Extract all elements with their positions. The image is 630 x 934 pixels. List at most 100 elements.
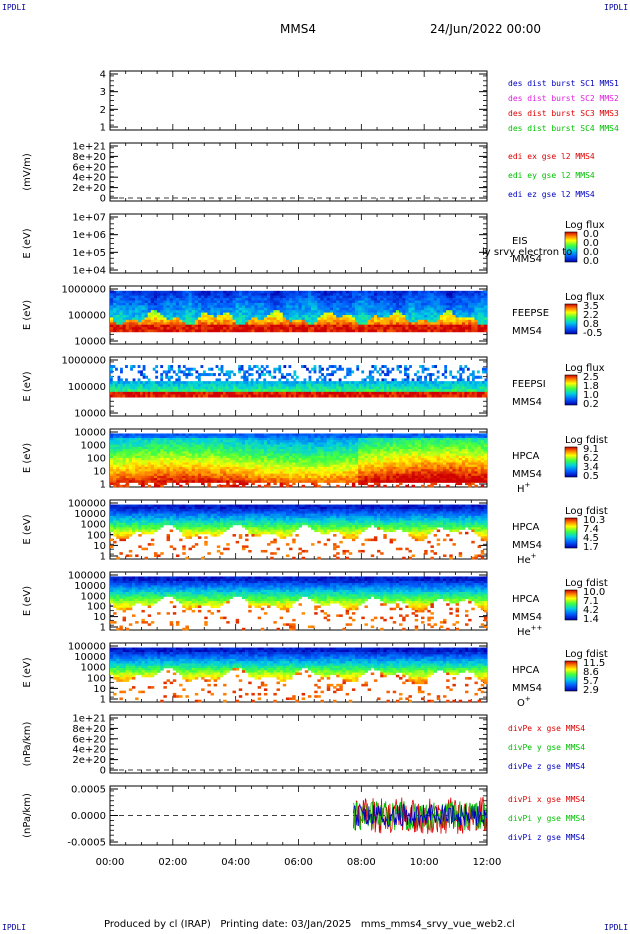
heatmap-cell bbox=[405, 317, 409, 321]
heatmap-cell bbox=[175, 389, 179, 393]
heatmap-cell bbox=[257, 290, 262, 294]
heatmap-cell bbox=[131, 310, 136, 313]
heatmap-cell bbox=[377, 300, 381, 304]
heatmap-cell bbox=[427, 310, 431, 313]
heatmap-cell bbox=[377, 322, 381, 325]
heatmap-cell bbox=[153, 471, 158, 474]
heatmap-cell bbox=[191, 307, 196, 311]
heatmap-cell bbox=[421, 302, 425, 306]
heatmap-cell bbox=[179, 307, 183, 311]
heatmap-cell bbox=[245, 462, 249, 465]
heatmap-cell bbox=[298, 310, 302, 313]
heatmap-cell bbox=[399, 389, 402, 393]
heatmap-cell bbox=[163, 473, 167, 477]
heatmap-cell bbox=[254, 433, 258, 436]
heatmap-cell bbox=[182, 319, 186, 323]
heatmap-cell bbox=[301, 290, 306, 294]
heatmap-cell bbox=[443, 295, 447, 299]
heatmap-cell bbox=[163, 458, 167, 461]
colorbar bbox=[564, 446, 578, 478]
heatmap-cell bbox=[185, 375, 189, 379]
heatmap-cell bbox=[474, 312, 478, 316]
heatmap-cell bbox=[232, 464, 236, 468]
heatmap-cell bbox=[179, 453, 183, 457]
heatmap-cell bbox=[336, 381, 340, 385]
heatmap-cell bbox=[138, 315, 142, 318]
heatmap-cell bbox=[213, 442, 218, 445]
heatmap-cell bbox=[363, 378, 367, 382]
heatmap-cell bbox=[153, 322, 158, 325]
heatmap-cell bbox=[113, 484, 117, 488]
heatmap-cell bbox=[179, 440, 183, 443]
heatmap-cell bbox=[364, 315, 368, 318]
heatmap-cell bbox=[213, 437, 218, 441]
heatmap-cell bbox=[364, 327, 368, 330]
heatmap-cell bbox=[172, 462, 177, 465]
heatmap-cell bbox=[131, 302, 136, 306]
heatmap-cell bbox=[339, 322, 343, 325]
heatmap-cell bbox=[377, 327, 381, 330]
heatmap-cell bbox=[307, 302, 312, 306]
heatmap-cell bbox=[430, 322, 434, 325]
heatmap-cell bbox=[204, 317, 208, 321]
heatmap-cell bbox=[170, 367, 174, 371]
heatmap-cell bbox=[145, 394, 148, 398]
heatmap-cell bbox=[367, 327, 372, 330]
heatmap-cell bbox=[226, 322, 230, 325]
heatmap-cell bbox=[135, 317, 139, 321]
heatmap-cell bbox=[321, 383, 324, 387]
heatmap-cell bbox=[169, 444, 174, 448]
heatmap-cell bbox=[408, 327, 412, 330]
heatmap-cell bbox=[248, 315, 252, 318]
heatmap-cell bbox=[479, 391, 483, 395]
heatmap-cell bbox=[458, 322, 463, 325]
heatmap-cell bbox=[130, 381, 133, 385]
heatmap-cell bbox=[115, 383, 118, 387]
heatmap-cell bbox=[361, 391, 365, 395]
heatmap-cell bbox=[285, 312, 290, 316]
heatmap-cell bbox=[180, 370, 184, 374]
heatmap-cell bbox=[449, 322, 453, 325]
heatmap-cell bbox=[185, 446, 189, 450]
heatmap-cell bbox=[128, 312, 133, 316]
heatmap-cell bbox=[245, 449, 249, 452]
heatmap-cell bbox=[219, 437, 224, 441]
heatmap-cell bbox=[245, 466, 249, 470]
heatmap-cell bbox=[201, 319, 205, 323]
heatmap-cell bbox=[417, 319, 422, 323]
heatmap-cell bbox=[417, 327, 422, 330]
y-axis-label: E (eV) bbox=[22, 300, 33, 330]
heatmap-cell bbox=[210, 466, 214, 470]
heatmap-cell bbox=[140, 391, 143, 395]
heatmap-cell bbox=[339, 307, 343, 311]
heatmap-cell bbox=[169, 453, 174, 457]
heatmap-cell bbox=[216, 446, 221, 450]
heatmap-cell bbox=[282, 305, 287, 309]
heatmap-cell bbox=[431, 391, 435, 395]
heatmap-cell bbox=[449, 300, 453, 304]
heatmap-cell bbox=[219, 442, 224, 445]
heatmap-cell bbox=[130, 383, 133, 387]
heatmap-cell bbox=[179, 460, 183, 463]
heatmap-cell bbox=[197, 391, 201, 395]
heatmap-cell bbox=[468, 307, 472, 311]
heatmap-cell bbox=[273, 386, 277, 390]
heatmap-cell bbox=[241, 460, 246, 463]
heatmap-cell bbox=[267, 293, 271, 296]
heatmap-cell bbox=[150, 442, 155, 445]
heatmap-cell bbox=[125, 302, 130, 306]
heatmap-cell bbox=[348, 370, 352, 374]
heatmap-cell bbox=[311, 391, 314, 395]
heatmap-cell bbox=[219, 300, 224, 304]
heatmap-cell bbox=[248, 478, 252, 481]
heatmap-cell bbox=[138, 473, 142, 477]
heatmap-cell bbox=[254, 464, 258, 468]
heatmap-cell bbox=[427, 302, 431, 306]
heatmap-cell bbox=[155, 386, 159, 390]
y-tick-label: 1 bbox=[100, 123, 106, 134]
heatmap-cell bbox=[232, 453, 236, 457]
heatmap-cell bbox=[392, 315, 397, 318]
heatmap-cell bbox=[279, 300, 284, 304]
heatmap-cell bbox=[144, 464, 148, 468]
heatmap-cell bbox=[402, 305, 406, 309]
